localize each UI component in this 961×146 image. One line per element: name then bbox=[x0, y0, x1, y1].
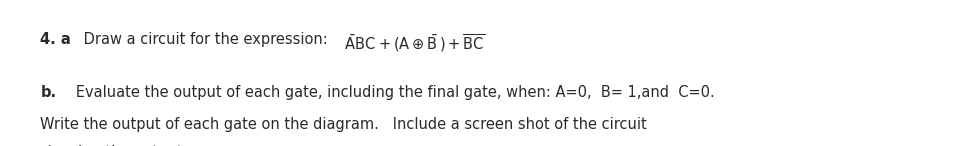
Text: 4. a: 4. a bbox=[40, 32, 71, 47]
Text: Write the output of each gate on the diagram.   Include a screen shot of the cir: Write the output of each gate on the dia… bbox=[40, 117, 647, 132]
Text: $\mathsf{\bar{A}}$$\mathsf{BC + (A \oplus \bar{B}\,) + \overline{BC}}$: $\mathsf{\bar{A}}$$\mathsf{BC + (A \oplu… bbox=[331, 32, 484, 54]
Text: Draw a circuit for the expression:: Draw a circuit for the expression: bbox=[79, 32, 328, 47]
Text: showing the outputs: showing the outputs bbox=[40, 145, 190, 146]
Text: Evaluate the output of each gate, including the final gate, when: A=0,  B= 1,and: Evaluate the output of each gate, includ… bbox=[62, 85, 714, 100]
Text: b.: b. bbox=[40, 85, 57, 100]
